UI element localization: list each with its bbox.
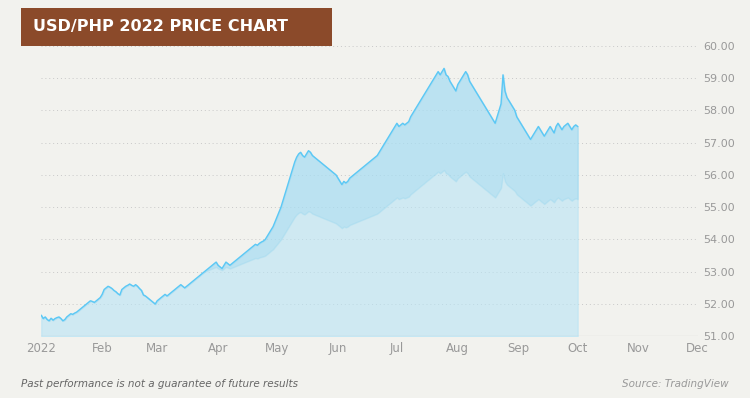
Text: USD/PHP 2022 PRICE CHART: USD/PHP 2022 PRICE CHART (34, 20, 289, 34)
Text: Source: TradingView: Source: TradingView (622, 379, 729, 389)
Text: Past performance is not a guarantee of future results: Past performance is not a guarantee of f… (21, 379, 298, 389)
